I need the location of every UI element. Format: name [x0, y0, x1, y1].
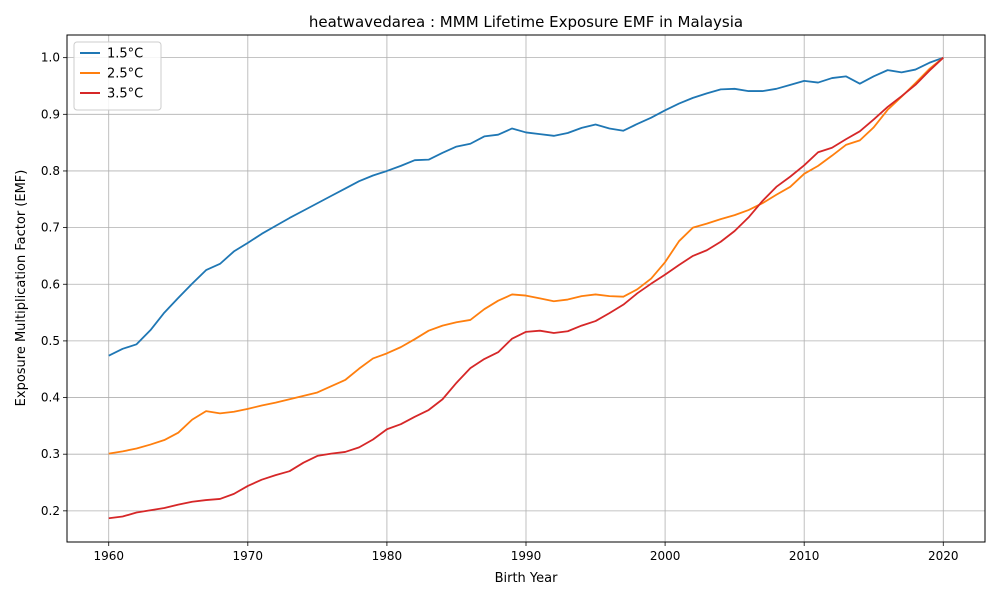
y-tick-label: 0.6	[41, 277, 60, 291]
y-tick-label: 0.9	[41, 107, 60, 121]
chart-title: heatwavedarea : MMM Lifetime Exposure EM…	[309, 13, 743, 31]
x-tick-label: 2000	[650, 549, 681, 563]
y-tick-label: 0.2	[41, 504, 60, 518]
y-tick-label: 0.3	[41, 447, 60, 461]
legend: 1.5°C 2.5°C 3.5°C	[73, 41, 162, 111]
grid	[67, 35, 985, 542]
x-tick-label: 2010	[789, 549, 820, 563]
y-tick-label: 0.5	[41, 334, 60, 348]
x-axis-label: Birth Year	[495, 571, 559, 586]
series-lines	[108, 56, 944, 520]
x-tick-label: 1980	[372, 549, 403, 563]
y-tick-label: 0.8	[41, 164, 60, 178]
y-axis-label: Exposure Multiplication Factor (EMF)	[14, 170, 29, 407]
series-line-2	[108, 57, 944, 520]
x-tick-label: 2020	[928, 549, 959, 563]
series-line-0	[108, 56, 944, 357]
y-tick-label: 1.0	[41, 51, 60, 65]
legend-label-0: 1.5°C	[107, 47, 143, 62]
x-tick-label: 1970	[233, 549, 264, 563]
x-tick-label: 1960	[93, 549, 124, 563]
legend-entries: 1.5°C 2.5°C 3.5°C	[80, 47, 143, 102]
y-tick-label: 0.4	[41, 391, 60, 405]
x-axis-ticks: 1960 1970 1980 1990 2000 2010 2020	[93, 542, 959, 563]
y-tick-label: 0.7	[41, 221, 60, 235]
legend-label-2: 3.5°C	[107, 87, 143, 102]
y-axis-ticks: 0.2 0.3 0.4 0.5 0.6 0.7 0.8 0.9 1.0	[41, 51, 67, 518]
series-line-1	[108, 56, 944, 455]
x-tick-label: 1990	[511, 549, 542, 563]
legend-label-1: 2.5°C	[107, 67, 143, 82]
